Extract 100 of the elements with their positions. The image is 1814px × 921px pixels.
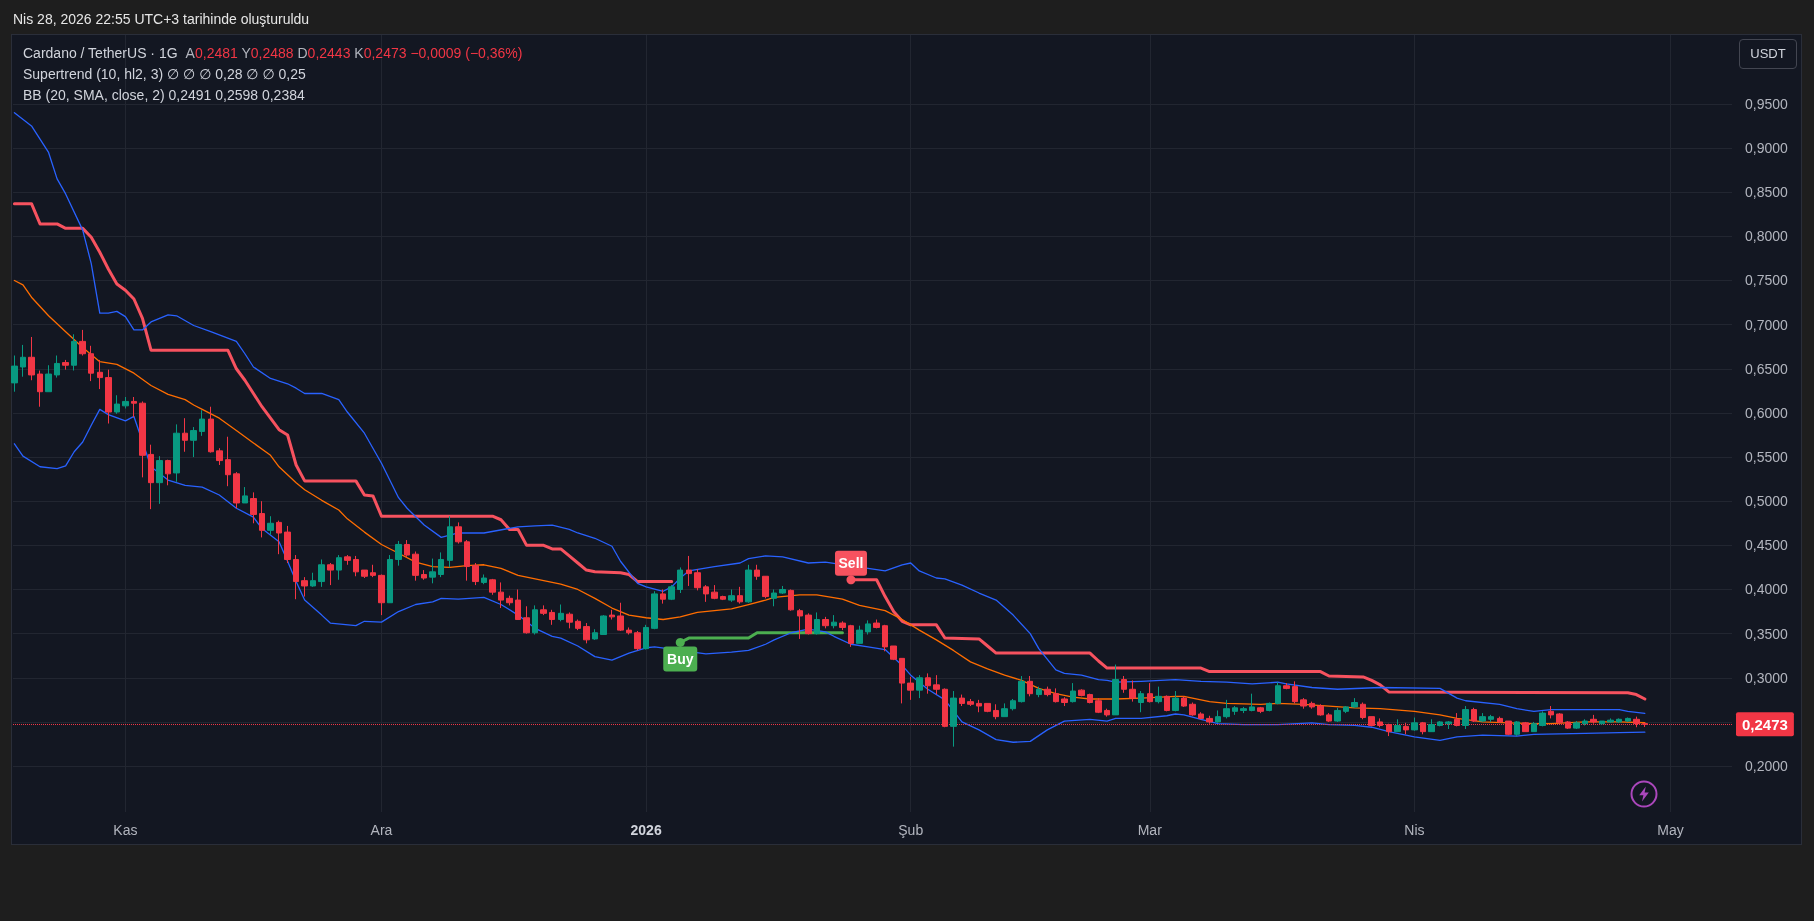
- candlestick: [720, 595, 726, 601]
- candlestick: [370, 564, 376, 578]
- candlestick: [412, 551, 419, 582]
- candlestick: [771, 589, 777, 607]
- candlestick: [762, 575, 769, 599]
- candlestick: [677, 566, 683, 594]
- y-tick-label: 0,8500: [1745, 184, 1789, 201]
- candlestick: [651, 590, 658, 630]
- candlestick: [301, 576, 308, 598]
- candlestick: [199, 409, 205, 437]
- candlestick: [1283, 682, 1290, 690]
- candlestick: [1172, 690, 1179, 712]
- candlestick: [216, 447, 223, 466]
- candlestick: [1599, 720, 1605, 726]
- candlestick: [122, 396, 129, 409]
- candlestick: [1462, 705, 1469, 730]
- candlestick: [1087, 693, 1093, 704]
- x-tick-label: Mar: [1137, 822, 1163, 838]
- candlestick: [1061, 696, 1068, 707]
- candlestick: [848, 624, 854, 648]
- candlestick: [933, 674, 940, 696]
- candlestick: [839, 620, 846, 631]
- candlestick: [899, 657, 905, 704]
- candlestick: [1514, 720, 1520, 737]
- candlestick: [779, 585, 786, 595]
- candlestick: [498, 581, 504, 609]
- candlestick: [489, 578, 496, 596]
- candlestick: [1343, 705, 1349, 714]
- candlestick: [797, 608, 803, 640]
- x-tick-label: Şub: [898, 822, 924, 838]
- candlestick: [182, 417, 188, 453]
- candlestick: [1181, 695, 1187, 708]
- annotation: Buy: [667, 650, 694, 667]
- candlestick: [1138, 690, 1144, 713]
- annotation: A0,2481 Y0,2488 D0,2443 K0,2473 −0,0009 (−0,36%): [185, 45, 523, 61]
- candlestick: [1053, 687, 1059, 704]
- candlestick: [464, 539, 470, 582]
- candlestick: [515, 589, 521, 621]
- candlestick: [754, 564, 760, 581]
- candlestick: [1309, 701, 1315, 710]
- candlestick: [361, 569, 368, 579]
- candlestick: [1257, 706, 1264, 714]
- candlestick: [856, 625, 863, 644]
- candlestick: [318, 558, 325, 588]
- candlestick: [907, 676, 914, 701]
- candlestick: [79, 329, 86, 357]
- line-series: [13, 112, 1646, 714]
- y-tick-label: 0,5000: [1745, 493, 1789, 510]
- candlestick: [1078, 688, 1085, 697]
- candlestick: [1548, 705, 1554, 719]
- candlestick: [583, 622, 590, 644]
- candlestick: [609, 609, 615, 621]
- y-tick-label: 0,6000: [1745, 404, 1789, 421]
- candlestick: [882, 624, 888, 652]
- candlestick: [890, 645, 897, 661]
- candlestick: [45, 364, 52, 393]
- candlestick: [259, 500, 265, 538]
- candlestick: [131, 396, 137, 418]
- text: Nis 28, 2026 22:55 UTC+3 tarihinde oluşturuldu: [13, 11, 310, 27]
- candlestick: [1001, 702, 1008, 718]
- candlestick: [711, 584, 718, 600]
- candlestick: [1095, 697, 1102, 714]
- candlestick: [1104, 708, 1110, 718]
- candlestick: [1428, 718, 1435, 733]
- candlestick: [1155, 686, 1162, 704]
- candlestick: [1189, 702, 1196, 717]
- candlestick: [1044, 686, 1051, 697]
- candlestick: [925, 672, 931, 695]
- candlestick: [959, 694, 965, 707]
- candlestick: [1121, 675, 1127, 694]
- candlestick: [643, 624, 649, 651]
- candlestick: [1616, 717, 1622, 724]
- candlestick: [788, 589, 794, 612]
- candlestick: [1292, 680, 1298, 704]
- candlestick: [353, 555, 359, 577]
- candlestick: [1445, 720, 1452, 730]
- candlestick: [165, 459, 171, 486]
- candlestick: [600, 614, 607, 636]
- candlestick: [728, 589, 735, 603]
- candlestick: [114, 394, 120, 415]
- candlestick: [105, 369, 112, 424]
- candlestick: [233, 471, 240, 509]
- candlestick: [173, 423, 180, 483]
- candlestick: [540, 604, 547, 616]
- candlestick: [62, 359, 69, 371]
- x-tick-label: Ara: [370, 822, 393, 838]
- candlestick: [336, 554, 342, 581]
- candlestick: [1334, 707, 1341, 723]
- candlestick: [1240, 706, 1247, 714]
- candlestick: [549, 609, 555, 626]
- candlestick: [208, 406, 214, 454]
- y-tick-label: 0,4000: [1745, 581, 1789, 598]
- candlestick: [1266, 702, 1272, 712]
- candlestick: [1539, 710, 1546, 727]
- candlestick: [327, 562, 334, 586]
- candlestick: [387, 554, 393, 604]
- y-tick-label: 0,4500: [1745, 537, 1789, 554]
- candlestick: [703, 584, 709, 603]
- candlestick: [20, 344, 26, 378]
- candlestick: [250, 491, 257, 524]
